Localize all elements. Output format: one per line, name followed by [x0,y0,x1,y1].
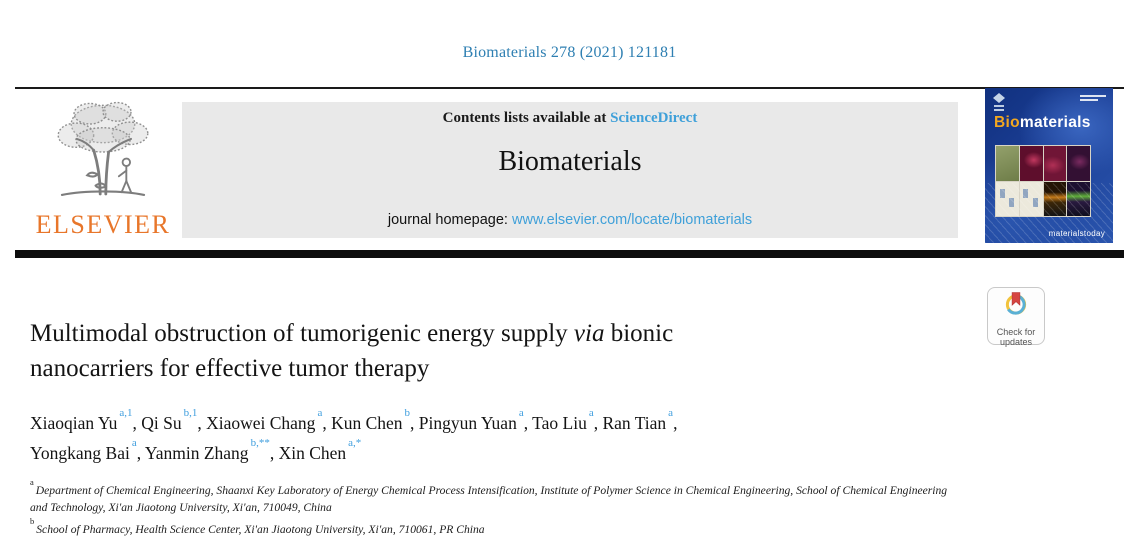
author-line-2: Yongkang Bai a, Yanmin Zhang b,**, Xin Che… [30,436,950,466]
title-text: Multimodal obstruction of tumorigenic en… [30,320,574,347]
elsevier-tree-icon [28,96,178,208]
author-affiliation-sup: a [588,407,594,419]
homepage-link[interactable]: www.elsevier.com/locate/biomaterials [512,212,753,228]
author: Pingyun Yuan a, [418,407,533,433]
cover-thumbnail-tile [1019,181,1043,216]
author: Xiaowei Chang a, [206,407,332,433]
affiliation-sup: b [30,515,35,526]
masthead-band: Contents lists available at ScienceDirec… [182,102,958,238]
author-affiliation-sup: a [317,407,323,419]
cover-wordmark-materials: materials [1019,114,1091,131]
author: Xiaoqian Yu a,1, [30,407,142,433]
cover-image-grid [995,145,1091,217]
homepage-prefix: journal homepage: [387,212,512,228]
affiliation-sup: a [30,477,34,487]
author: Xin Chen a,* [278,436,362,463]
author-affiliation-sup: a [518,407,524,419]
author-list: Xiaoqian Yu a,1, Qi Su b,1, Xiaowei Chang a… [30,406,950,466]
cover-wordmark-bio: Bio [994,114,1020,131]
article-title: Multimodal obstruction of tumorigenic en… [30,316,930,386]
cover-publisher-icon [992,93,1006,118]
check-for-updates-badge[interactable]: Check for updates [987,287,1045,347]
cover-materialstoday-wordmark: materialstoday [1048,229,1105,238]
contents-prefix: Contents lists available at [442,110,611,126]
elsevier-logo: ELSEVIER [28,96,178,246]
author-affiliation-sup: a [131,436,137,449]
author-line-1: Xiaoqian Yu a,1, Qi Su b,1, Xiaowei Chang a… [30,406,950,436]
title-italic-via: via [573,320,605,347]
article-title-line2: nanocarriers for effective tumor therapy [30,355,430,382]
article-title-line1: Multimodal obstruction of tumorigenic en… [30,316,930,351]
check-updates-icon [1001,292,1031,325]
author-affiliation-sup: a,1 [119,407,133,419]
cover-issn-text [1080,95,1106,103]
cover-thumbnail-tile [1043,181,1067,216]
author-affiliation-sup: b,** [250,436,270,449]
cover-thumbnail-tile [1067,181,1090,216]
author-affiliation-sup: a [668,407,674,419]
author: Kun Chen b, [331,407,419,433]
author-affiliation-sup: a,* [348,436,362,449]
journal-cover-thumbnail[interactable]: Biomaterials materialstoday [985,88,1113,243]
author: Yongkang Bai a, [30,436,145,463]
title-text: bionic [604,320,674,347]
cover-hatch-texture [985,183,1113,243]
citation-line: Biomaterials 278 (2021) 121181 [462,44,677,61]
cover-thumbnail-tile [1019,146,1043,181]
cover-thumbnail-tile [1067,146,1090,181]
author: Qi Su b,1, [141,407,207,433]
cover-thumbnail-tile [996,146,1019,181]
cover-thumbnail-tile [1043,146,1067,181]
sciencedirect-link[interactable]: ScienceDirect [610,110,698,126]
section-rule [15,250,1124,258]
cover-journal-wordmark: Biomaterials [994,114,1091,132]
journal-title: Biomaterials [498,146,642,177]
check-updates-label: Check for updates [996,327,1036,347]
cover-thumbnail-tile [996,181,1019,216]
author: Ran Tian a, [602,407,678,433]
elsevier-wordmark: ELSEVIER [35,210,171,239]
author: Tao Liu a, [532,407,603,433]
contents-line: Contents lists available at ScienceDirec… [182,110,958,127]
affiliation-a: aDepartment of Chemical Engineering, Sha… [30,477,948,515]
top-rule [15,87,1124,89]
author: Yanmin Zhang b,**, [144,436,279,463]
homepage-line: journal homepage: www.elsevier.com/locat… [182,212,958,228]
author-affiliation-sup: b [404,407,411,419]
affiliation-b: bSchool of Pharmacy, Health Science Cent… [30,515,485,536]
affiliations: aDepartment of Chemical Engineering, Sha… [30,477,962,538]
author-affiliation-sup: b,1 [183,407,198,419]
